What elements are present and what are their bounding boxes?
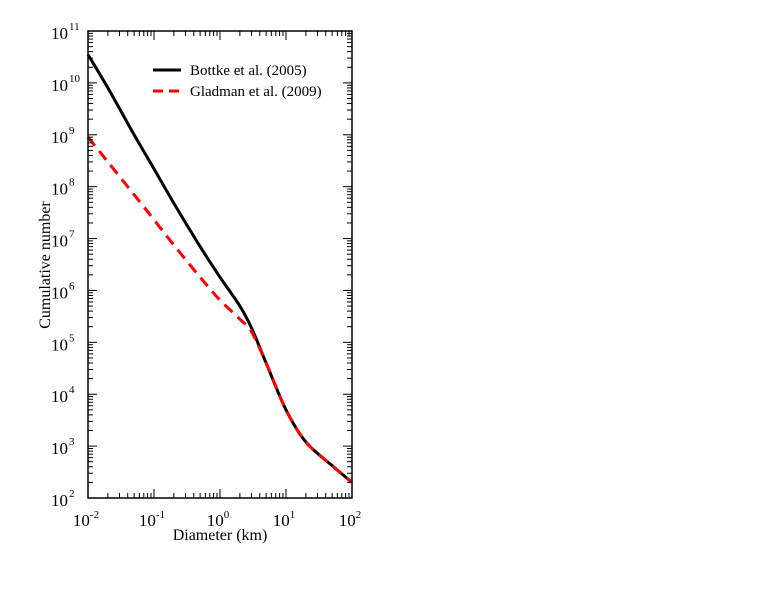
- y-tick-label: 10: [51, 387, 68, 406]
- y-tick-exponent: 6: [69, 280, 75, 292]
- y-tick-exponent: 7: [69, 229, 75, 241]
- plot-lines: [86, 53, 353, 484]
- legend-label-1: Bottke et al. (2005): [190, 63, 307, 79]
- y-tick-label: 10: [51, 128, 68, 147]
- plot-frame: [87, 30, 353, 499]
- x-axis-title: Diameter (km): [173, 527, 268, 544]
- x-tick-label: 10-1: [139, 509, 165, 530]
- y-tick-label: 10: [51, 232, 68, 251]
- series-line-1: [86, 53, 353, 484]
- y-tick-label: 10: [51, 76, 68, 95]
- legend: Bottke et al. (2005) Gladman et al. (2009…: [153, 63, 322, 100]
- series-line-2: [86, 136, 353, 484]
- y-tick-exponent: 8: [69, 177, 75, 189]
- y-tick-exponent: 11: [69, 21, 80, 33]
- y-tick-label: 10: [51, 439, 68, 458]
- y-tick-label: 10: [51, 180, 68, 199]
- y-tick-exponent: 9: [69, 125, 75, 137]
- y-tick-exponent: 4: [69, 384, 75, 396]
- y-tick-exponent: 10: [69, 73, 81, 85]
- x-tick-label: 101: [273, 509, 296, 530]
- x-tick-label: 100: [207, 509, 230, 530]
- x-tick-label: 102: [339, 509, 362, 530]
- y-axis-title: Cumulative number: [37, 201, 54, 329]
- y-tick-label: 10: [51, 335, 68, 354]
- y-tick-label: 10: [51, 283, 68, 302]
- axis-ticks: [87, 30, 353, 499]
- y-tick-exponent: 3: [69, 436, 75, 448]
- x-tick-label: 10-2: [73, 509, 99, 530]
- legend-label-2: Gladman et al. (2009): [190, 84, 322, 100]
- y-tick-label: 10: [51, 491, 68, 510]
- y-tick-exponent: 2: [69, 488, 75, 500]
- y-tick-label: 10: [51, 24, 68, 43]
- y-tick-exponent: 5: [69, 332, 75, 344]
